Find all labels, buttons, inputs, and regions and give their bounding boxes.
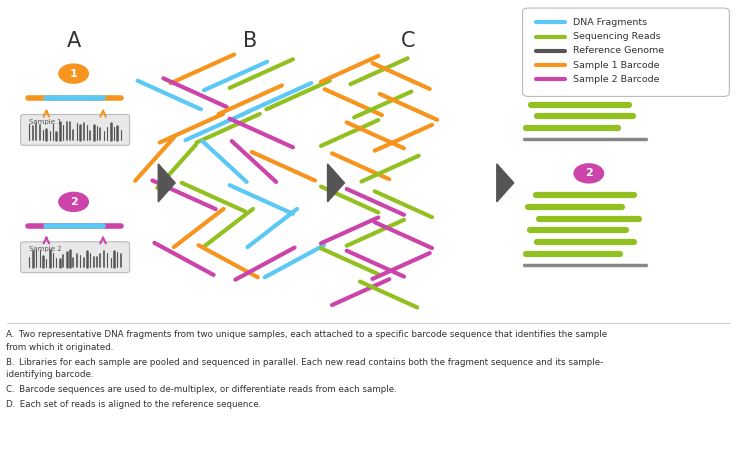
Text: B: B	[243, 31, 258, 51]
Text: 1: 1	[585, 47, 592, 57]
Circle shape	[59, 64, 88, 83]
Text: Sample 2: Sample 2	[29, 246, 62, 252]
Text: A: A	[66, 31, 81, 51]
Text: Sample 1: Sample 1	[29, 119, 62, 125]
Circle shape	[574, 164, 604, 183]
Text: Sequencing Reads: Sequencing Reads	[573, 32, 660, 41]
FancyBboxPatch shape	[21, 114, 130, 145]
Text: A. Two representative DNA fragments from two unique samples, each attached to a : A. Two representative DNA fragments from…	[6, 330, 607, 339]
Polygon shape	[158, 164, 175, 202]
Text: DNA Fragments: DNA Fragments	[573, 18, 647, 27]
Text: 2: 2	[585, 168, 592, 179]
Text: D: D	[581, 31, 597, 51]
Text: Sample 2 Barcode: Sample 2 Barcode	[573, 75, 659, 84]
Circle shape	[59, 192, 88, 211]
Text: Sample 1 Barcode: Sample 1 Barcode	[573, 61, 659, 69]
FancyBboxPatch shape	[21, 242, 130, 273]
Text: D. Each set of reads is aligned to the reference sequence.: D. Each set of reads is aligned to the r…	[6, 400, 261, 409]
Text: C. Barcode sequences are used to de-multiplex, or differentiate reads from each : C. Barcode sequences are used to de-mult…	[6, 385, 397, 394]
Text: C: C	[401, 31, 416, 51]
Polygon shape	[328, 164, 344, 202]
Text: identifying barcode.: identifying barcode.	[6, 370, 93, 379]
FancyBboxPatch shape	[523, 8, 729, 96]
Text: 2: 2	[70, 197, 77, 207]
Text: Reference Genome: Reference Genome	[573, 47, 664, 55]
Polygon shape	[497, 164, 514, 202]
Circle shape	[574, 43, 604, 62]
Text: 1: 1	[70, 68, 77, 79]
Text: from which it originated.: from which it originated.	[6, 342, 113, 352]
Text: B. Libraries for each sample are pooled and sequenced in parallel. Each new read: B. Libraries for each sample are pooled …	[6, 358, 603, 367]
